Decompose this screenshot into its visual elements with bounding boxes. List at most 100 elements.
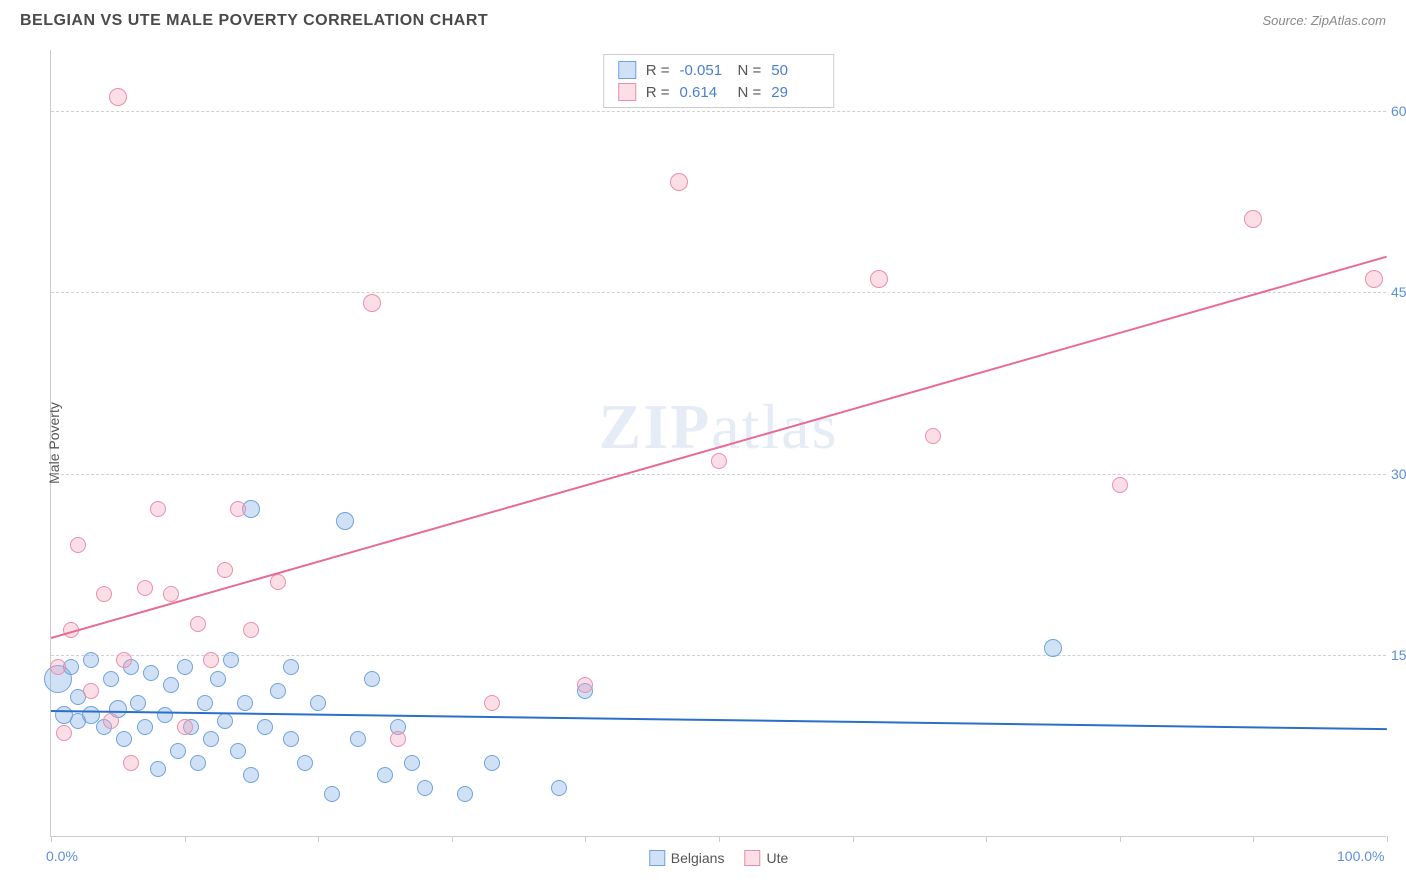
data-point bbox=[1365, 270, 1383, 288]
trend-line bbox=[51, 256, 1388, 639]
data-point bbox=[350, 731, 366, 747]
y-tick-label: 15.0% bbox=[1391, 647, 1406, 663]
data-point bbox=[96, 586, 112, 602]
data-point bbox=[203, 731, 219, 747]
x-tick bbox=[719, 836, 720, 842]
x-tick bbox=[986, 836, 987, 842]
data-point bbox=[123, 755, 139, 771]
legend-n-value: 50 bbox=[771, 62, 819, 79]
legend-swatch bbox=[618, 83, 636, 101]
legend-row: R =0.614N =29 bbox=[618, 81, 820, 103]
data-point bbox=[163, 677, 179, 693]
data-point bbox=[310, 695, 326, 711]
data-point bbox=[217, 713, 233, 729]
legend-series-label: Ute bbox=[766, 850, 788, 866]
data-point bbox=[925, 428, 941, 444]
legend-series-label: Belgians bbox=[671, 850, 725, 866]
data-point bbox=[484, 695, 500, 711]
x-tick bbox=[1253, 836, 1254, 842]
data-point bbox=[150, 501, 166, 517]
gridline bbox=[51, 292, 1386, 293]
data-point bbox=[190, 616, 206, 632]
legend-swatch bbox=[744, 850, 760, 866]
data-point bbox=[137, 580, 153, 596]
data-point bbox=[103, 713, 119, 729]
data-point bbox=[270, 574, 286, 590]
data-point bbox=[70, 537, 86, 553]
y-tick-label: 45.0% bbox=[1391, 284, 1406, 300]
legend-series: Belgians Ute bbox=[649, 850, 789, 866]
x-tick bbox=[51, 836, 52, 842]
x-tick bbox=[185, 836, 186, 842]
data-point bbox=[230, 743, 246, 759]
legend-series-item: Belgians bbox=[649, 850, 725, 866]
legend-r-value: -0.051 bbox=[680, 62, 728, 79]
x-tick bbox=[1120, 836, 1121, 842]
data-point bbox=[324, 786, 340, 802]
data-point bbox=[177, 719, 193, 735]
legend-swatch bbox=[649, 850, 665, 866]
y-axis-label: Male Poverty bbox=[46, 402, 62, 484]
legend-row: R =-0.051N =50 bbox=[618, 59, 820, 81]
gridline bbox=[51, 474, 1386, 475]
legend-n-value: 29 bbox=[771, 84, 819, 101]
data-point bbox=[1044, 639, 1062, 657]
y-tick-label: 60.0% bbox=[1391, 103, 1406, 119]
data-point bbox=[257, 719, 273, 735]
chart-container: ZIPatlas Male Poverty R =-0.051N =50R =0… bbox=[50, 50, 1386, 837]
data-point bbox=[336, 512, 354, 530]
data-point bbox=[670, 173, 688, 191]
data-point bbox=[551, 780, 567, 796]
x-tick bbox=[853, 836, 854, 842]
x-tick-label: 0.0% bbox=[46, 848, 78, 864]
data-point bbox=[363, 294, 381, 312]
legend-swatch bbox=[618, 61, 636, 79]
data-point bbox=[297, 755, 313, 771]
data-point bbox=[83, 683, 99, 699]
data-point bbox=[203, 652, 219, 668]
data-point bbox=[230, 501, 246, 517]
data-point bbox=[56, 725, 72, 741]
data-point bbox=[404, 755, 420, 771]
plot-area: ZIPatlas Male Poverty R =-0.051N =50R =0… bbox=[50, 50, 1386, 837]
data-point bbox=[150, 761, 166, 777]
data-point bbox=[137, 719, 153, 735]
data-point bbox=[190, 755, 206, 771]
x-tick bbox=[585, 836, 586, 842]
data-point bbox=[237, 695, 253, 711]
data-point bbox=[109, 88, 127, 106]
data-point bbox=[270, 683, 286, 699]
x-tick bbox=[1387, 836, 1388, 842]
data-point bbox=[577, 677, 593, 693]
data-point bbox=[283, 659, 299, 675]
data-point bbox=[143, 665, 159, 681]
data-point bbox=[157, 707, 173, 723]
x-tick-label: 100.0% bbox=[1337, 848, 1384, 864]
source-name: ZipAtlas.com bbox=[1311, 13, 1386, 28]
legend-r-label: R = bbox=[646, 62, 670, 79]
data-point bbox=[417, 780, 433, 796]
data-point bbox=[1112, 477, 1128, 493]
data-point bbox=[390, 731, 406, 747]
data-point bbox=[484, 755, 500, 771]
data-point bbox=[377, 767, 393, 783]
data-point bbox=[83, 652, 99, 668]
data-point bbox=[870, 270, 888, 288]
legend-series-item: Ute bbox=[744, 850, 788, 866]
data-point bbox=[283, 731, 299, 747]
data-point bbox=[50, 659, 66, 675]
source-attribution: Source: ZipAtlas.com bbox=[1262, 12, 1386, 30]
legend-n-label: N = bbox=[738, 84, 762, 101]
data-point bbox=[116, 652, 132, 668]
data-point bbox=[217, 562, 233, 578]
trend-line bbox=[51, 710, 1387, 730]
data-point bbox=[210, 671, 226, 687]
data-point bbox=[711, 453, 727, 469]
x-tick bbox=[318, 836, 319, 842]
data-point bbox=[197, 695, 213, 711]
data-point bbox=[163, 586, 179, 602]
gridline bbox=[51, 111, 1386, 112]
legend-correlation: R =-0.051N =50R =0.614N =29 bbox=[603, 54, 835, 108]
chart-title: BELGIAN VS UTE MALE POVERTY CORRELATION … bbox=[20, 12, 488, 30]
legend-r-value: 0.614 bbox=[680, 84, 728, 101]
